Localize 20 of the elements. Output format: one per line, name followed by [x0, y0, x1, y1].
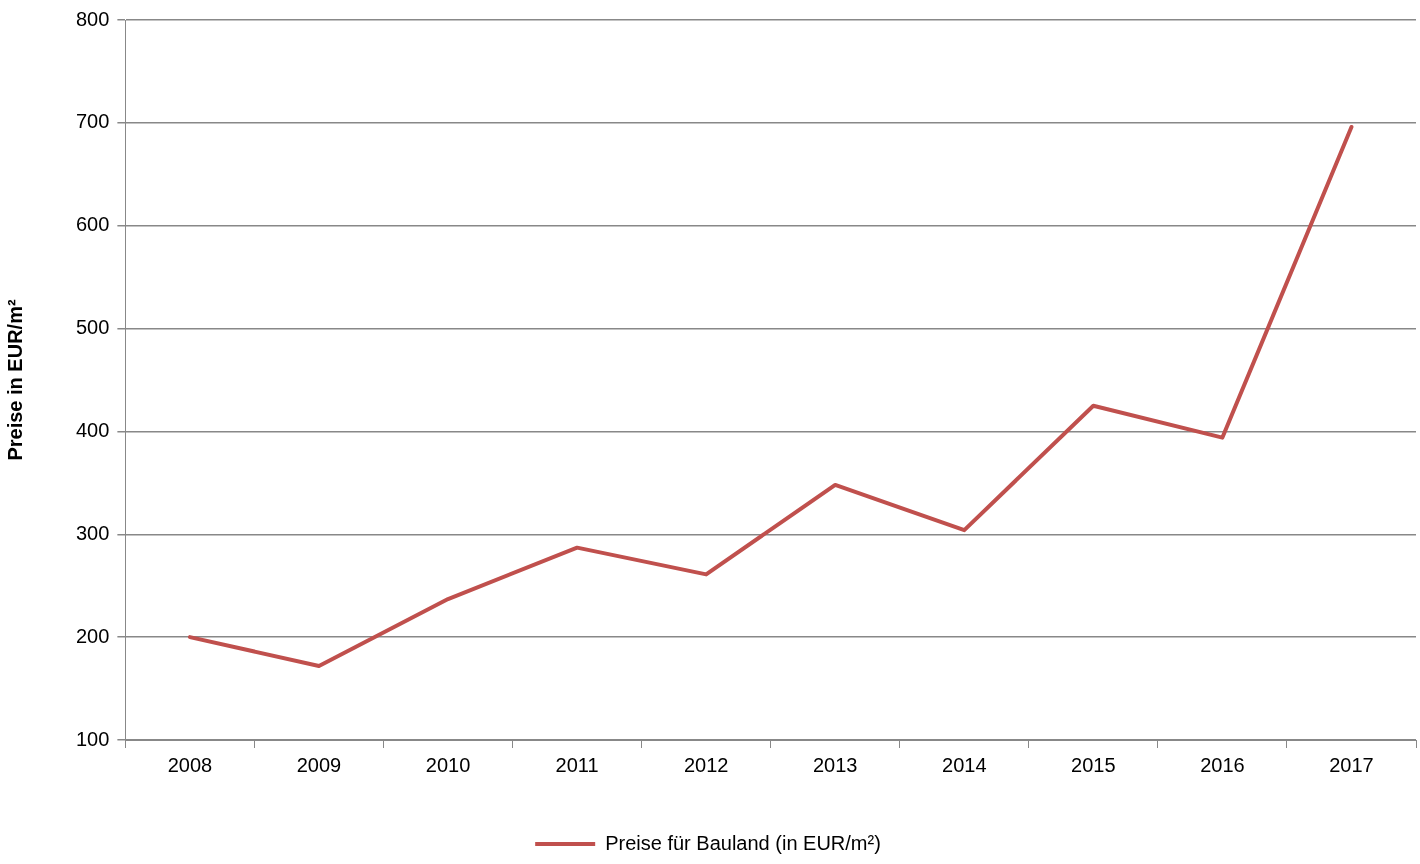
y-tick-label: 800 [75, 7, 110, 30]
x-tick-label: 2015 [1071, 753, 1116, 776]
y-tick-label: 100 [75, 727, 110, 750]
y-tick-label: 600 [75, 213, 110, 236]
x-tick-label: 2008 [167, 753, 213, 776]
x-tick-label: 2012 [683, 753, 729, 776]
x-tick-label: 2013 [812, 753, 858, 776]
legend-label: Preise für Bauland (in EUR/m²) [605, 831, 881, 854]
y-tick-label: 400 [75, 418, 110, 441]
x-tick-label: 2017 [1329, 753, 1374, 776]
x-tick-label: 2016 [1200, 753, 1245, 776]
x-tick-label: 2009 [296, 753, 342, 776]
x-tick-label: 2014 [942, 753, 987, 776]
x-tick-label: 2011 [555, 753, 599, 776]
y-axis-title: Preise in EUR/m² [3, 299, 26, 461]
y-tick-label: 500 [75, 316, 110, 339]
y-tick-label: 200 [75, 624, 110, 647]
x-tick-label: 2010 [425, 753, 471, 776]
y-tick-label: 700 [75, 110, 110, 133]
y-tick-label: 300 [75, 521, 110, 544]
